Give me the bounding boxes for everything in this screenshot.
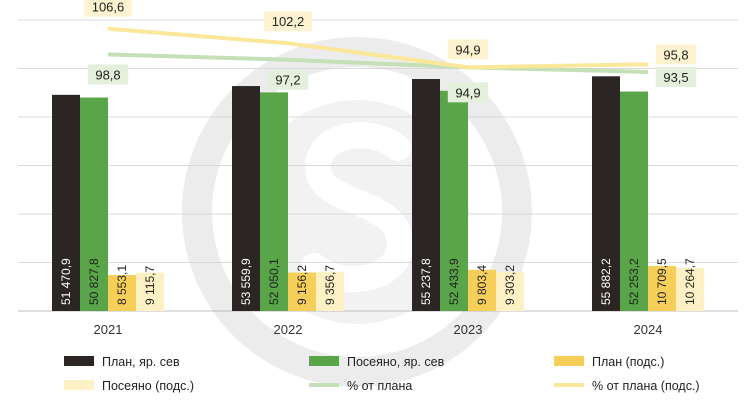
bar-value-label: 55 882,2 xyxy=(599,258,613,305)
bar xyxy=(648,266,676,311)
bar xyxy=(620,91,648,311)
bar-value-label: 9 803,4 xyxy=(475,265,489,305)
bar xyxy=(52,94,80,311)
line-label-box xyxy=(267,69,309,90)
legend: План, яр. сев Посеяно, яр. сев План (подс.… xyxy=(64,355,700,393)
bar-value-label: 52 433,9 xyxy=(447,258,461,305)
bar-value-label: 9 356,7 xyxy=(323,265,337,305)
bar xyxy=(232,86,260,311)
legend-swatch xyxy=(554,356,584,366)
line-label-box xyxy=(84,0,132,17)
bar xyxy=(592,76,620,311)
bar-value-label: 9 115,7 xyxy=(143,266,157,305)
legend-label: План, яр. сев xyxy=(102,355,180,369)
bar xyxy=(676,267,704,311)
bar xyxy=(136,272,164,311)
line-value-label: 94,9 xyxy=(455,85,480,100)
bar xyxy=(440,90,468,311)
series-line xyxy=(107,26,649,70)
bar-value-label: 10 264,7 xyxy=(683,258,697,305)
line-value-label: 93,5 xyxy=(663,70,688,85)
bar-value-label: 52 050,1 xyxy=(267,258,281,305)
legend-label: Посеяно, яр. сев xyxy=(347,355,445,369)
bar xyxy=(496,271,524,311)
line-label-box xyxy=(87,64,129,85)
line-label-box xyxy=(264,11,312,32)
legend-label: % от плана xyxy=(347,379,412,393)
bar-value-label: 55 237,8 xyxy=(419,258,433,305)
bar-value-label: 50 827,8 xyxy=(87,258,101,305)
legend-label: % от плана (подс.) xyxy=(592,379,700,393)
lines: 98,8 97,2 94,9 93,5 106,6 102,2 94,9 95,8 xyxy=(84,0,697,103)
x-tick-label: 2021 xyxy=(94,322,123,337)
line-value-label: 95,8 xyxy=(663,47,688,62)
x-tick-label: 2024 xyxy=(634,322,663,337)
bar-value-label: 52 253,2 xyxy=(627,258,641,305)
line-label-box xyxy=(655,44,697,65)
legend-label: Посеяно (подс.) xyxy=(102,379,194,393)
line-label-box xyxy=(447,39,489,60)
bar xyxy=(316,271,344,311)
legend-label: План (подс.) xyxy=(592,355,664,369)
bars: 51 470,9 50 827,8 8 553,1 9 115,7 53 559,9 52… xyxy=(52,76,704,311)
bar-value-label: 8 553,1 xyxy=(115,265,129,305)
x-tick-label: 2022 xyxy=(274,322,303,337)
bar xyxy=(260,92,288,311)
line-value-label: 94,9 xyxy=(455,42,480,57)
line-value-label: 106,6 xyxy=(92,0,125,15)
bar-value-label: 51 470,9 xyxy=(59,258,73,305)
line-value-label: 98,8 xyxy=(95,67,120,82)
bar-value-label: 53 559,9 xyxy=(239,258,253,305)
legend-swatch xyxy=(309,356,339,366)
bar xyxy=(412,79,440,311)
legend-swatch xyxy=(64,380,94,390)
bar xyxy=(80,97,108,311)
bar xyxy=(108,275,136,311)
legend-swatch xyxy=(64,356,94,366)
line-value-label: 102,2 xyxy=(272,14,305,29)
x-axis-ticks: 2021 2022 2023 2024 xyxy=(94,322,663,337)
series-line xyxy=(107,52,649,74)
bar-value-label: 9 156,2 xyxy=(295,265,309,305)
bar xyxy=(288,272,316,311)
line-label-box xyxy=(655,66,697,87)
bar-value-label: 9 303,2 xyxy=(503,265,517,305)
line-label-box xyxy=(447,82,489,103)
bar-value-label: 10 709,5 xyxy=(655,258,669,305)
x-tick-label: 2023 xyxy=(454,322,483,337)
line-value-label: 97,2 xyxy=(275,73,300,88)
bar xyxy=(468,269,496,311)
